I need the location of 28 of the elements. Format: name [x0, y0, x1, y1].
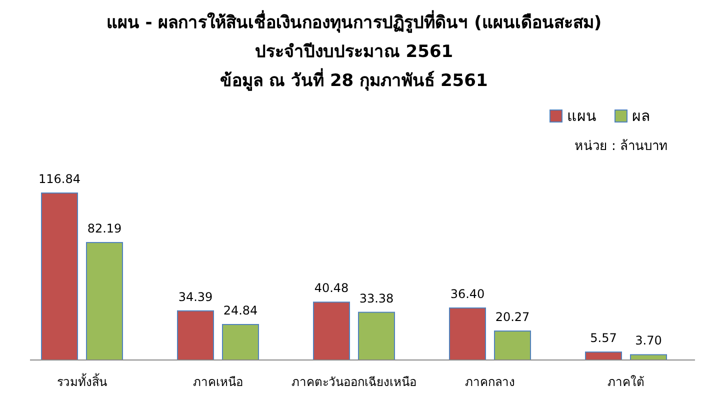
x-tick-label: รวมทั้งสิ้น	[57, 373, 107, 389]
bar	[358, 312, 395, 360]
x-tick-label: ภาคกลาง	[465, 375, 515, 389]
data-label: 36.40	[450, 286, 485, 301]
bar	[177, 310, 214, 360]
data-label: 3.70	[635, 334, 662, 348]
bar	[41, 192, 78, 360]
data-label: 24.84	[223, 303, 258, 318]
bar	[222, 324, 259, 360]
data-label: 116.84	[38, 172, 80, 186]
chart-title: แผน - ผลการให้สินเชื่อเงินกองทุนการปฏิรูปที่ดินฯ (แผนเดือนสะสม) ประจำปีงบประมาณ 2561 ข้อมูล ณ วันที่ 28 กุมภาพันธ์ 2561	[106, 10, 602, 92]
data-label: 20.27	[495, 310, 530, 324]
text: หน่วย : ล้านบาท	[574, 139, 668, 154]
x-tick-label: ภาคใต้	[608, 375, 644, 389]
bar	[313, 302, 350, 360]
data-label: 34.39	[178, 290, 213, 304]
data-label: 5.57	[590, 331, 617, 346]
bar	[494, 330, 531, 360]
legend-label: ผล	[632, 107, 650, 125]
bar	[86, 242, 123, 360]
bar	[585, 352, 622, 360]
data-label: 82.19	[87, 222, 122, 236]
data-label: 33.38	[359, 291, 394, 306]
bar	[449, 307, 486, 360]
x-tick-label: ภาคตะวันออกเฉียงเหนือ	[292, 375, 416, 389]
legend-label: แผน	[567, 107, 596, 125]
data-label: 40.48	[314, 281, 349, 296]
x-tick-label: ภาคเหนือ	[193, 375, 243, 389]
